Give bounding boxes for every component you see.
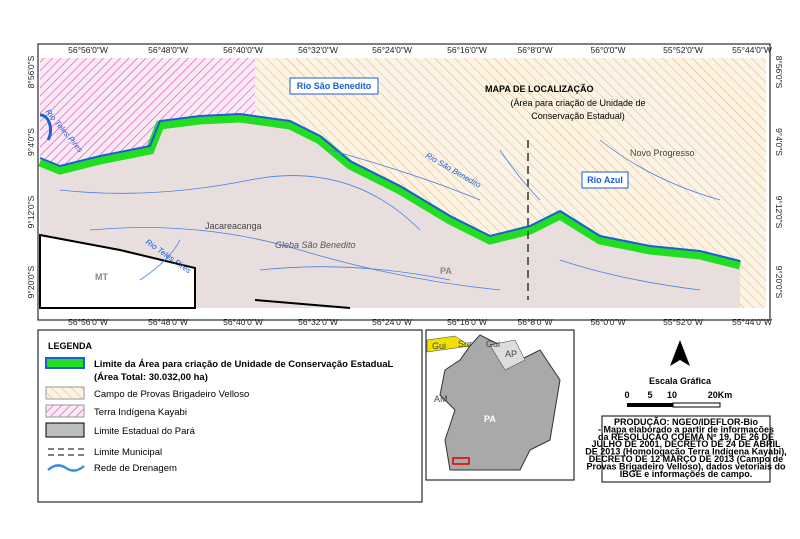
lon-label: 56°0'0"W bbox=[591, 317, 626, 327]
scale-tick: 10 bbox=[667, 390, 677, 400]
production-line: Provas Brigadeiro Velloso), dados vetori… bbox=[586, 461, 786, 471]
map-subtitle: (Área para criação de Unidade de bbox=[510, 98, 645, 108]
river-teles-pires bbox=[39, 113, 53, 141]
map-title: MAPA DE LOCALIZAÇÃO bbox=[485, 84, 594, 94]
lon-label: 56°48'0"W bbox=[148, 45, 188, 55]
inset-label: AM bbox=[434, 394, 448, 404]
legend-swatch bbox=[45, 357, 85, 369]
legend-item: Rede de Drenagem bbox=[94, 463, 177, 474]
inset-label: TO bbox=[532, 460, 544, 470]
legend-item: Limite da Área para criação de Unidade d… bbox=[94, 359, 394, 370]
production-line: JULHO DE 2001, DECRETO DE 24 DE ABRIL bbox=[591, 439, 781, 449]
state-border bbox=[254, 299, 351, 309]
scale-tick: 0 bbox=[624, 390, 629, 400]
map-label: MT bbox=[95, 272, 108, 282]
production-line: DECRETO DE 12 MARÇO DE 2013 (Campo de bbox=[589, 454, 783, 464]
production-text: PRODUÇÃO: NGEO/IDEFLOR-Bio- Mapa elabora… bbox=[585, 417, 786, 479]
scale-title: Escala Gráfica bbox=[649, 376, 712, 386]
lon-label: 56°56'0"W bbox=[68, 317, 108, 327]
legend-item: Limite Municipal bbox=[94, 447, 162, 458]
label-box bbox=[289, 77, 379, 95]
inset-label: Gui bbox=[432, 341, 446, 351]
lon-label: 56°40'0"W bbox=[223, 317, 263, 327]
inset-labels: Gui Sur Gui AP AM PA MA MT TO bbox=[432, 339, 569, 472]
lat-label: 9°20'0"S bbox=[26, 265, 36, 298]
inset-label: Sur bbox=[458, 339, 472, 349]
scale-tick: 20Km bbox=[708, 390, 733, 400]
lon-label: 56°16'0"W bbox=[447, 45, 487, 55]
legend-swatch bbox=[45, 386, 85, 400]
label-box bbox=[581, 171, 629, 189]
graticule-labels: 56°56'0"W 56°56'0"W 56°48'0"W 56°48'0"W 56°4… bbox=[26, 45, 784, 327]
map-frame bbox=[37, 43, 771, 321]
uc-edge bbox=[39, 112, 741, 262]
legend-swatch bbox=[47, 464, 85, 472]
scale-tick: 5 bbox=[647, 390, 652, 400]
map-label: Rio Azul bbox=[587, 175, 623, 185]
legend-item: (Área Total: 30.032,00 ha) bbox=[94, 372, 208, 383]
lat-label: 9°20'0"S bbox=[774, 266, 784, 299]
production-line: DE 2013 (Homologação Terra Indígena Kaya… bbox=[585, 447, 786, 457]
lon-label: 56°56'0"W bbox=[68, 45, 108, 55]
scale-bar: 0 5 10 20Km bbox=[624, 390, 733, 408]
production-line: da RESOLUÇÃO COEMA Nº 19, DE 26 DE bbox=[598, 432, 774, 442]
lon-label: 56°32'0"W bbox=[298, 317, 338, 327]
north-arrow bbox=[670, 340, 690, 366]
map-subtitle: Conservação Estadual) bbox=[531, 111, 625, 121]
lon-label: 55°44'0"W bbox=[732, 45, 772, 55]
lon-label: 55°52'0"W bbox=[663, 317, 703, 327]
legend-swatch bbox=[45, 404, 85, 418]
production-box bbox=[601, 415, 771, 483]
lon-label: 55°52'0"W bbox=[663, 45, 703, 55]
map-label: Novo Progresso bbox=[630, 148, 695, 158]
lat-label: 9°4'0"S bbox=[26, 128, 36, 156]
state-area bbox=[40, 118, 740, 308]
legend-swatch bbox=[45, 422, 85, 438]
inset-map bbox=[426, 334, 561, 471]
inset-label: Gui bbox=[486, 339, 500, 349]
lon-label: 56°8'0"W bbox=[518, 45, 553, 55]
legend-swatch bbox=[48, 448, 84, 456]
lon-label: 56°32'0"W bbox=[298, 45, 338, 55]
map-label: PA bbox=[440, 266, 452, 276]
legend-item: Limite Estadual do Pará bbox=[94, 426, 196, 437]
inset-label: AP bbox=[505, 349, 517, 359]
map-label: Jacareacanga bbox=[205, 221, 262, 231]
lon-label: 56°48'0"W bbox=[148, 317, 188, 327]
lon-label: 56°16'0"W bbox=[447, 317, 487, 327]
scale-bar-seg bbox=[627, 403, 673, 407]
scale-bar-seg bbox=[672, 402, 721, 408]
inset-label: PA bbox=[484, 414, 496, 424]
map-label: Gleba São Benedito bbox=[275, 240, 356, 250]
lon-label: 56°0'0"W bbox=[591, 45, 626, 55]
legend-box bbox=[37, 329, 423, 503]
map-label: Rio São Benedito bbox=[297, 81, 372, 91]
production-line: IBGE e informações de campo. bbox=[620, 469, 753, 479]
production-line: - Mapa elaborado a partir de informações bbox=[598, 424, 774, 434]
production-line: PRODUÇÃO: NGEO/IDEFLOR-Bio bbox=[614, 417, 758, 427]
map-body bbox=[38, 58, 766, 309]
inset-label: MT bbox=[432, 462, 445, 472]
inset-label: MA bbox=[555, 420, 569, 430]
lat-label: 9°4'0"S bbox=[774, 128, 784, 156]
lon-label: 56°8'0"W bbox=[518, 317, 553, 327]
lon-label: 56°24'0"W bbox=[372, 317, 412, 327]
terra-indigena-area bbox=[40, 58, 255, 168]
lat-label: 8°56'0"S bbox=[26, 55, 36, 88]
legend-title: LEGENDA bbox=[48, 341, 93, 351]
lat-label: 9°12'0"S bbox=[26, 195, 36, 228]
mt-area bbox=[39, 233, 196, 309]
uc-boundary bbox=[38, 113, 742, 270]
lat-label: 8°56'0"S bbox=[774, 56, 784, 89]
lat-label: 9°12'0"S bbox=[774, 196, 784, 229]
lon-label: 56°24'0"W bbox=[372, 45, 412, 55]
lon-label: 56°40'0"W bbox=[223, 45, 263, 55]
legend-item: Terra Indígena Kayabi bbox=[94, 407, 187, 418]
drainage bbox=[59, 139, 721, 291]
lon-label: 55°44'0"W bbox=[732, 317, 772, 327]
legend-item: Campo de Provas Brigadeiro Velloso bbox=[94, 389, 249, 400]
